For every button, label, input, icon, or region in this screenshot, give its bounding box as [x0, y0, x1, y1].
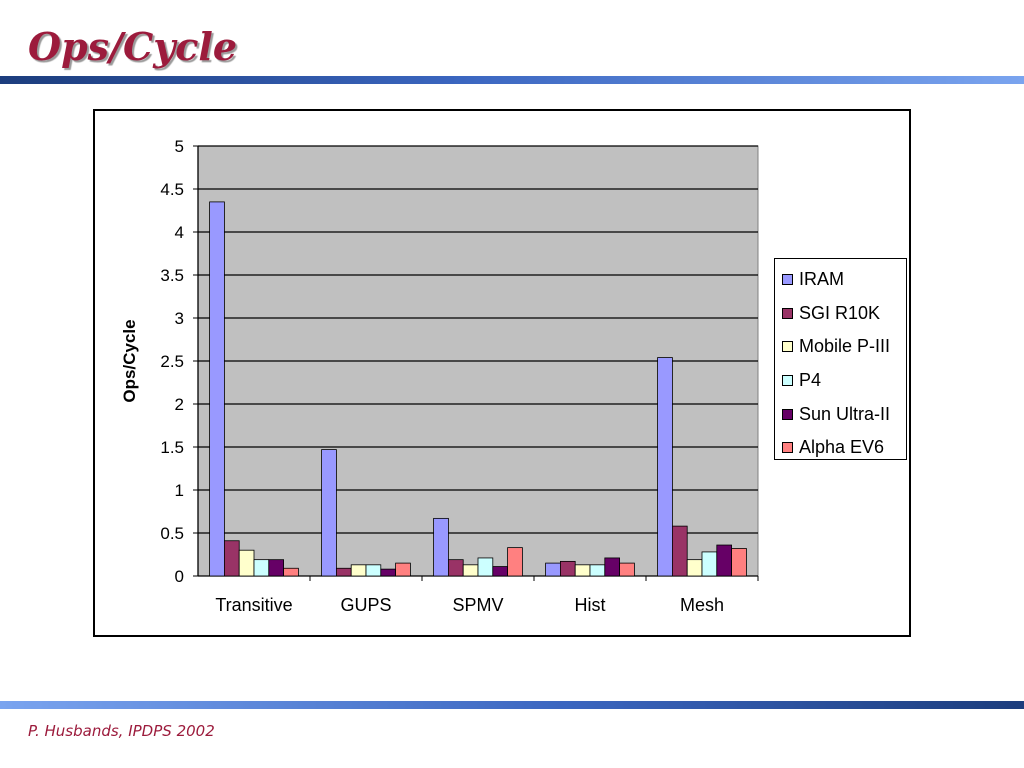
- bar: [604, 557, 620, 577]
- bar: [268, 559, 285, 577]
- legend-label: P4: [799, 370, 822, 391]
- bar: [350, 564, 367, 577]
- y-tick-label: 4.5: [160, 180, 184, 199]
- bar: [686, 559, 703, 577]
- bar: [574, 564, 591, 577]
- bar: [716, 544, 732, 577]
- legend-label: Alpha EV6: [799, 437, 885, 458]
- y-axis-title: Ops/Cycle: [120, 319, 139, 402]
- legend-label: SGI R10K: [799, 302, 881, 323]
- bar: [619, 562, 635, 577]
- legend-swatch: [782, 341, 793, 353]
- footer-divider-bar: [0, 701, 1024, 709]
- bar: [462, 564, 479, 577]
- bar: [545, 562, 561, 577]
- legend-swatch: [782, 408, 793, 420]
- legend-item: IRAM: [775, 263, 906, 297]
- legend-item: P4: [775, 364, 906, 398]
- y-tick-label: 4: [175, 223, 184, 242]
- bar: [321, 449, 337, 577]
- bar: [238, 549, 255, 577]
- y-tick-label: 1: [175, 481, 184, 500]
- x-category-label: Transitive: [215, 595, 292, 615]
- legend-swatch: [782, 307, 793, 319]
- bar: [731, 548, 747, 577]
- bar: [335, 567, 352, 577]
- bar: [447, 559, 464, 577]
- bar-chart: 0 0.5 1 1.5 2 2.5 3 3.5 4 4.5 5 Ops/Cycle Transitive…: [120, 137, 759, 615]
- legend-swatch: [782, 442, 793, 454]
- bar: [365, 564, 382, 577]
- x-category-label: SPMV: [452, 595, 503, 615]
- y-tick-label: 3: [175, 309, 184, 328]
- legend-item: SGI R10K: [775, 297, 906, 331]
- bar: [395, 562, 411, 577]
- bar: [477, 557, 494, 577]
- legend-item: Sun Ultra-II: [775, 397, 906, 431]
- x-category-label: GUPS: [340, 595, 391, 615]
- legend-label: Mobile P-III: [799, 336, 891, 357]
- bar: [209, 201, 225, 577]
- x-category-label: Mesh: [680, 595, 724, 615]
- bar: [589, 564, 606, 577]
- title-divider-bar: [0, 76, 1024, 84]
- y-tick-label: 0: [175, 567, 184, 586]
- x-category-label: Hist: [575, 595, 606, 615]
- bar: [380, 568, 396, 577]
- bar: [492, 566, 508, 577]
- bar: [283, 567, 299, 577]
- y-tick-label: 2.5: [160, 352, 184, 371]
- bar: [701, 551, 718, 577]
- footer-citation: P. Husbands, IPDPS 2002: [28, 722, 215, 740]
- slide-title: Ops/Cycle: [28, 24, 238, 69]
- legend-item: Alpha EV6: [775, 431, 906, 465]
- bar: [253, 559, 270, 577]
- legend-item: Mobile P-III: [775, 330, 906, 364]
- y-tick-label: 3.5: [160, 266, 184, 285]
- legend-label: IRAM: [799, 269, 844, 290]
- legend-label: Sun Ultra-II: [799, 403, 891, 424]
- y-tick-label: 2: [175, 395, 184, 414]
- chart-legend: IRAM SGI R10K Mobile P-III P4 Sun Ultra-II Al…: [774, 258, 907, 460]
- bar: [507, 547, 523, 577]
- bar: [559, 560, 576, 577]
- bar: [433, 517, 449, 577]
- chart-frame: 0 0.5 1 1.5 2 2.5 3 3.5 4 4.5 5 Ops/Cycle Transitive…: [93, 109, 911, 637]
- y-tick-label: 1.5: [160, 438, 184, 457]
- legend-swatch: [782, 274, 793, 286]
- bar: [672, 525, 688, 577]
- bar: [657, 357, 673, 577]
- legend-swatch: [782, 375, 793, 387]
- y-tick-label: 0.5: [160, 524, 184, 543]
- bar: [223, 540, 240, 577]
- y-tick-label: 5: [175, 137, 184, 156]
